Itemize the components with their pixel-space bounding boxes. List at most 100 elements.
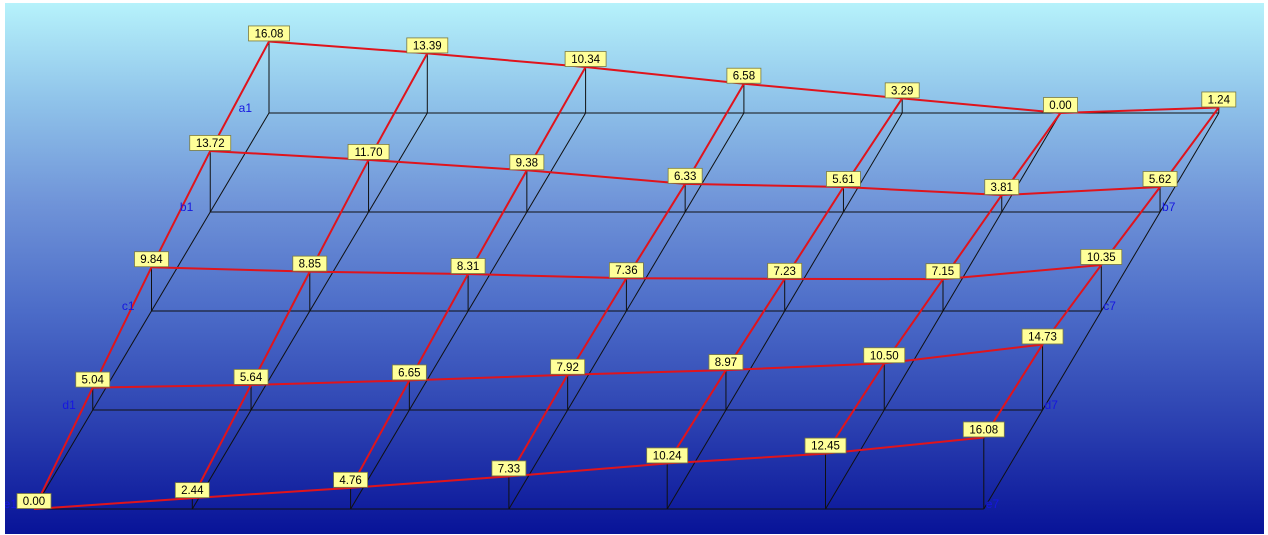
value-label: 9.84 <box>134 251 169 268</box>
value-label: 13.39 <box>406 37 449 54</box>
surface-column-line <box>666 97 904 464</box>
value-label: 16.08 <box>962 421 1005 438</box>
value-label-text: 8.31 <box>457 261 479 273</box>
value-label-text: 8.85 <box>299 259 321 271</box>
3d-surface-view: a1 b1 b7 c1 c7 d1 d7 e1 e7 16.08 13.39 10.34 6.58 3.2… <box>5 3 1264 534</box>
value-label: 5.04 <box>75 371 111 388</box>
value-label-box <box>16 493 52 509</box>
value-label: 10.35 <box>1080 249 1123 265</box>
base-grid <box>33 41 1220 510</box>
value-label: 8.97 <box>708 354 744 370</box>
value-label-box <box>333 471 369 488</box>
value-label-text: 5.64 <box>240 372 263 384</box>
value-label-box <box>708 354 744 370</box>
value-label-box <box>564 51 607 67</box>
value-label: 13.72 <box>189 135 232 151</box>
value-label: 4.76 <box>333 471 369 488</box>
value-label: 3.29 <box>884 82 920 99</box>
value-label: 8.85 <box>292 255 328 272</box>
value-label-text: 10.24 <box>653 450 682 462</box>
value-label-box <box>726 67 762 84</box>
value-label-text: 10.34 <box>571 54 600 66</box>
value-label-box <box>347 144 390 160</box>
value-label-text: 4.76 <box>339 475 361 487</box>
value-label: 5.61 <box>826 171 861 187</box>
value-label-text: 7.33 <box>498 463 520 475</box>
value-label-text: 8.97 <box>715 357 737 369</box>
value-label: 8.31 <box>450 258 486 274</box>
value-label: 6.58 <box>726 67 762 84</box>
value-label-text: 3.29 <box>891 85 913 97</box>
value-label-box <box>609 262 644 279</box>
value-label: 7.15 <box>925 263 961 280</box>
value-label-text: 6.65 <box>398 367 420 379</box>
value-label-box <box>1201 91 1237 108</box>
value-label-text: 0.00 <box>1049 100 1071 112</box>
value-label-text: 7.15 <box>932 266 954 278</box>
value-label-text: 7.92 <box>556 362 578 374</box>
surface-plot: a1 b1 b7 c1 c7 d1 d7 e1 e7 16.08 13.39 10.34 6.58 3.2… <box>5 25 1237 511</box>
value-label-box <box>767 262 803 279</box>
value-label: 10.50 <box>863 347 906 364</box>
value-label-text: 10.50 <box>870 350 899 362</box>
surface-column-line <box>508 83 745 477</box>
value-label-text: 1.24 <box>1208 94 1231 106</box>
value-label-text: 6.58 <box>733 71 755 83</box>
value-label-text: 9.38 <box>516 157 538 169</box>
value-label-text: 12.45 <box>811 441 840 453</box>
value-label-box <box>189 135 232 151</box>
value-label: 12.45 <box>804 437 847 454</box>
value-label-box <box>863 347 906 364</box>
value-label-text: 13.39 <box>413 40 442 52</box>
surface-column-line <box>33 40 270 510</box>
surface-column-line <box>349 66 587 489</box>
value-label: 0.00 <box>1043 97 1078 113</box>
value-label-box <box>134 251 169 268</box>
value-label-box <box>1021 328 1064 345</box>
value-label-text: 6.33 <box>674 171 696 183</box>
surface-column-line <box>191 52 429 499</box>
value-label-box <box>962 421 1005 438</box>
value-label-box <box>1142 171 1178 187</box>
value-label-box <box>1080 249 1123 265</box>
value-label-text: 2.44 <box>181 485 204 497</box>
value-label-box <box>292 255 328 272</box>
row-label: b1 <box>180 200 194 214</box>
value-label-box <box>646 447 689 464</box>
value-label-box <box>450 258 486 274</box>
value-label: 7.36 <box>609 262 644 279</box>
value-label-text: 10.35 <box>1087 252 1116 264</box>
value-label: 0.00 <box>16 493 52 509</box>
value-label-text: 16.08 <box>255 28 284 40</box>
value-label: 14.73 <box>1021 328 1064 345</box>
value-label-box <box>75 371 111 388</box>
row-end-label: e7 <box>986 497 1000 511</box>
value-label-box <box>248 25 290 42</box>
value-label-box <box>1043 97 1078 113</box>
value-label-text: 5.61 <box>832 174 854 186</box>
value-label: 5.62 <box>1142 171 1178 187</box>
value-label: 7.23 <box>767 262 803 279</box>
value-label: 5.64 <box>233 369 269 385</box>
value-label-box <box>174 482 210 499</box>
value-label-text: 13.72 <box>196 138 225 150</box>
value-label-box <box>804 437 847 454</box>
row-label: e1 <box>5 497 17 511</box>
value-label-text: 5.62 <box>1149 174 1171 186</box>
value-label-box <box>884 82 920 99</box>
value-label-text: 7.36 <box>615 265 637 277</box>
row-label: a1 <box>239 101 253 115</box>
row-end-label: d7 <box>1045 398 1059 412</box>
value-label: 10.24 <box>646 447 689 464</box>
value-label: 10.34 <box>564 51 607 67</box>
value-label-text: 7.23 <box>774 266 796 278</box>
value-label-text: 0.00 <box>23 496 45 508</box>
value-label-box <box>509 154 545 171</box>
value-label: 7.92 <box>550 358 586 375</box>
value-label-text: 9.84 <box>140 254 163 266</box>
value-label-box <box>233 369 269 385</box>
row-end-label: c7 <box>1103 299 1116 313</box>
value-label: 6.65 <box>391 364 427 381</box>
surface-column-line <box>982 106 1220 438</box>
value-label: 3.81 <box>984 179 1020 195</box>
